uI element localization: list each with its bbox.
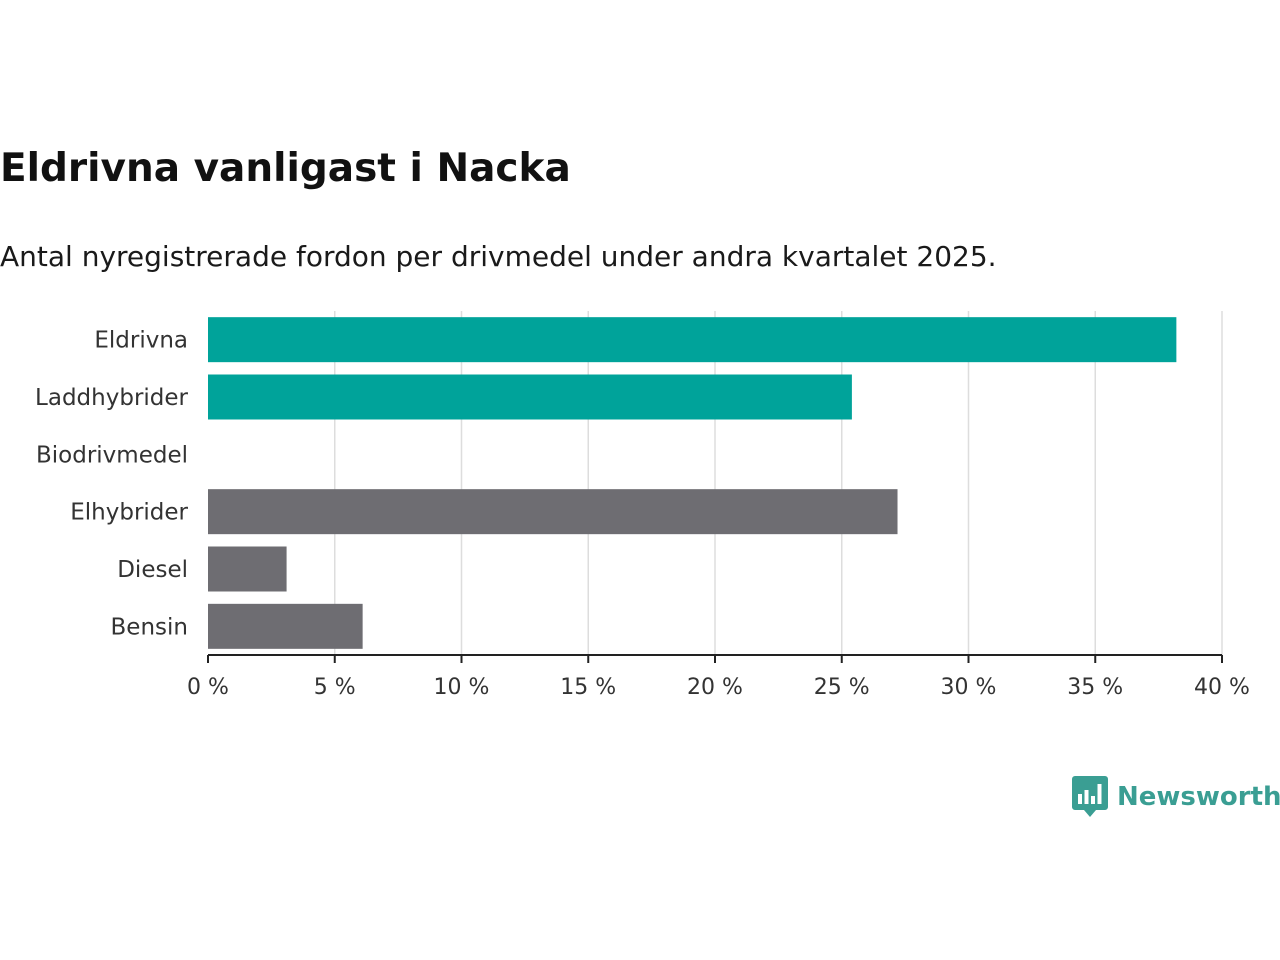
bar-diesel [208,546,287,592]
x-tick-label: 15 % [560,675,616,700]
x-tick-label: 10 % [434,675,490,700]
x-axis: 0 % 5 % 10 % 15 % 20 % 25 % 30 % 35 % 40 % [187,654,1250,700]
x-tick-label: 30 % [941,675,997,700]
category-label: Biodrivmedel [36,442,188,468]
chart-subtitle: Antal nyregistrerade fordon per drivmede… [0,240,997,273]
category-label: Diesel [117,557,188,583]
x-tick-label: 5 % [314,675,356,700]
grid-lines [334,311,1223,655]
x-tick-label: 0 % [187,675,229,700]
category-label: Elhybrider [70,500,188,526]
chart-title: Eldrivna vanligast i Nacka [0,146,571,191]
bar-elhybrider [208,489,898,535]
x-tick-label: 25 % [814,675,870,700]
category-labels: Eldrivna Laddhybrider Biodrivmedel Elhybrid… [35,328,188,641]
brand-name: Newsworthy [1117,782,1280,812]
newsworthy-logo-icon [1072,776,1108,817]
bar-eldrivna [208,317,1177,363]
x-tick-label: 35 % [1067,675,1123,700]
x-tick-label: 40 % [1194,675,1250,700]
bar-laddhybrider [208,374,852,420]
category-label: Bensin [111,614,188,640]
x-tick-label: 20 % [687,675,743,700]
bars [208,317,1177,649]
category-label: Eldrivna [94,328,188,354]
bar-bensin [208,603,363,649]
brand-logo: Newsworthy [1072,776,1280,818]
category-label: Laddhybrider [35,385,188,411]
